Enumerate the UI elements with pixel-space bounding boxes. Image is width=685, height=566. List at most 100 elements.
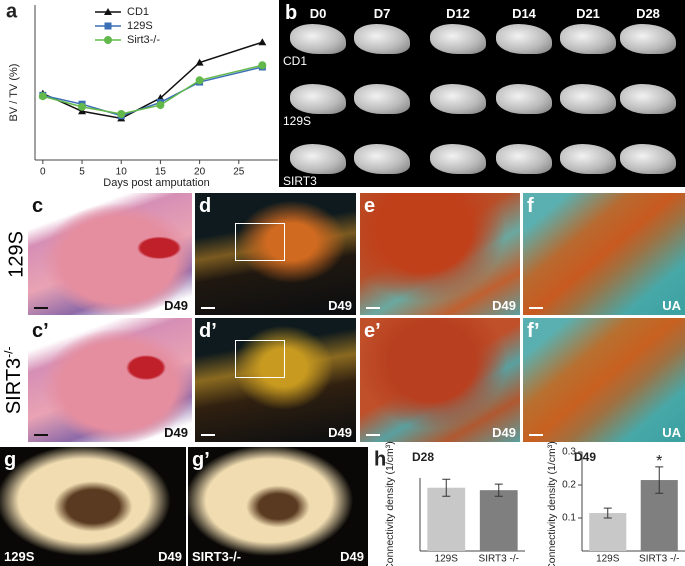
marker xyxy=(258,38,267,46)
microct-panel: b D0 D7 D12 D14 D21 D28 CD1 129S SIRT3 xyxy=(279,0,685,187)
panel-tag: D49 xyxy=(328,298,352,313)
x-tick-label: 129S xyxy=(596,554,620,565)
series-line xyxy=(42,64,263,115)
x-axis-label: Days post amputation xyxy=(103,177,209,189)
y-axis-label: Connectivity density (1/cm³) xyxy=(384,441,396,566)
bone-image xyxy=(290,144,346,174)
marker xyxy=(104,22,112,30)
column-label: D14 xyxy=(512,6,536,21)
row-label-sup: -/- xyxy=(1,346,16,358)
bar xyxy=(479,490,518,551)
row-label: SIRT3 xyxy=(283,174,317,187)
scale-bar xyxy=(34,434,48,436)
y-axis-label: BV / TV (%) xyxy=(8,64,20,122)
marker xyxy=(38,89,47,97)
scale-bar xyxy=(529,307,543,309)
row-label: 129S xyxy=(0,193,28,315)
panel-tag: D49 xyxy=(340,549,364,564)
marker xyxy=(117,109,126,118)
column-label: D7 xyxy=(373,6,391,21)
bone-image xyxy=(430,144,486,174)
scale-bar xyxy=(34,307,48,309)
row-label: 129S xyxy=(283,114,312,128)
bar xyxy=(640,480,678,551)
bar xyxy=(589,513,627,551)
histology-image: c D49 xyxy=(28,193,192,315)
y-tick-label: 0.1 xyxy=(562,513,576,524)
panel-tag: D49 xyxy=(164,425,188,440)
x-tick-label: 25 xyxy=(233,167,245,178)
panel-tag: D49 xyxy=(492,425,516,440)
polarized-image: d D49 xyxy=(195,193,356,315)
panel-label: h xyxy=(374,448,386,470)
bone-render: g 129S D49 xyxy=(0,447,186,566)
marker xyxy=(38,92,47,101)
marker xyxy=(104,36,112,44)
stained-image: f’ UA xyxy=(523,318,685,442)
x-tick-label: 10 xyxy=(116,167,128,178)
x-tick-label: 20 xyxy=(194,167,206,178)
bone-image xyxy=(354,24,410,54)
y-tick-label: 0.2 xyxy=(562,480,576,491)
panel-tag: D49 xyxy=(158,549,182,564)
error-bar xyxy=(442,478,451,497)
error-bar xyxy=(603,507,612,519)
marker xyxy=(156,94,165,101)
stained-image: e D49 xyxy=(360,193,520,315)
legend-label: Sirt3-/- xyxy=(127,34,160,46)
marker xyxy=(78,100,86,108)
row-label-text: 129S xyxy=(5,230,28,278)
bone-image xyxy=(430,24,486,54)
scale-bar xyxy=(529,434,543,436)
marker xyxy=(196,78,204,86)
marker xyxy=(156,101,165,110)
series-line xyxy=(42,41,263,120)
histology-image: c’ D49 xyxy=(28,318,192,442)
y-tick-label: 0.3 xyxy=(562,447,576,458)
panel-tag: D49 xyxy=(492,298,516,313)
marker xyxy=(78,107,87,115)
inset-box xyxy=(235,223,285,261)
panel-label: f xyxy=(527,195,534,217)
panel-tag: SIRT3-/- xyxy=(192,549,242,564)
scale-bar xyxy=(366,434,380,436)
panel-label: b xyxy=(285,2,298,24)
bone-image xyxy=(496,24,552,54)
panel-label: d’ xyxy=(199,320,217,342)
x-tick-label: 15 xyxy=(155,167,167,178)
annotation: * xyxy=(656,453,662,470)
row-label-text: SIRT3 xyxy=(3,357,26,414)
panel-tag: D49 xyxy=(164,298,188,313)
column-label: D0 xyxy=(309,6,327,21)
bone-image xyxy=(290,84,346,114)
polarized-image: d’ D49 xyxy=(195,318,356,442)
x-tick-label: 5 xyxy=(79,167,85,178)
bone-image xyxy=(560,144,616,174)
x-tick-label: 129S xyxy=(435,554,459,565)
bone-image xyxy=(354,84,410,114)
panel-label: c’ xyxy=(32,320,49,342)
panel-label: e xyxy=(364,195,376,217)
bone-image xyxy=(496,84,552,114)
bone-image xyxy=(496,144,552,174)
panel-tag: UA xyxy=(662,425,681,440)
column-label: D28 xyxy=(636,6,660,21)
panel-label: e’ xyxy=(364,320,381,342)
marker xyxy=(39,91,47,99)
series-line xyxy=(42,66,263,117)
chart-title: D28 xyxy=(412,450,434,464)
marker xyxy=(258,61,267,70)
bone-image xyxy=(620,24,676,54)
panel-label: g’ xyxy=(192,449,210,471)
y-axis-label: Connectivity density (1/cm³) xyxy=(546,441,558,566)
panel-tag: 129S xyxy=(4,549,35,564)
column-label: D12 xyxy=(446,6,470,21)
marker xyxy=(258,63,266,71)
panel-label: f’ xyxy=(527,320,540,342)
panel-label: a xyxy=(6,0,18,22)
marker xyxy=(117,112,125,120)
panel-tag: UA xyxy=(662,298,681,313)
marker xyxy=(104,8,112,15)
marker xyxy=(117,114,126,122)
